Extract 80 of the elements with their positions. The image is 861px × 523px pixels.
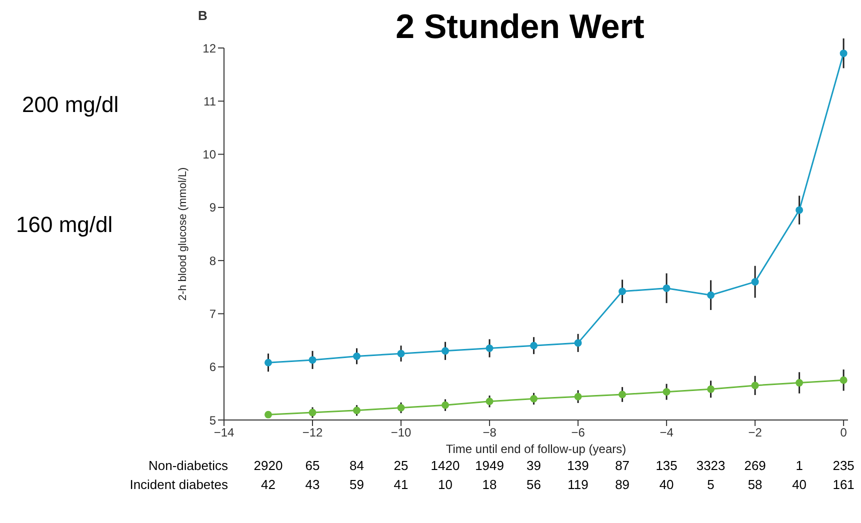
text: 139 bbox=[567, 458, 589, 473]
text: 119 bbox=[568, 477, 588, 492]
text: 40 bbox=[659, 477, 674, 492]
point bbox=[662, 388, 670, 396]
point bbox=[840, 50, 848, 58]
text: 25 bbox=[394, 458, 408, 473]
point bbox=[264, 410, 272, 418]
text: 5 bbox=[707, 477, 714, 492]
point bbox=[796, 379, 804, 387]
text: 41 bbox=[394, 477, 408, 492]
point bbox=[486, 344, 494, 352]
point bbox=[707, 385, 715, 393]
text: 269 bbox=[744, 458, 766, 473]
point bbox=[751, 382, 759, 390]
x-tick-label: −6 bbox=[571, 426, 586, 440]
x-tick-label: −10 bbox=[390, 426, 412, 440]
y-tick-label: 10 bbox=[202, 148, 216, 162]
text: 1 bbox=[796, 458, 803, 473]
point bbox=[308, 408, 316, 416]
text: 40 bbox=[792, 477, 807, 492]
point bbox=[397, 404, 405, 412]
point bbox=[353, 406, 361, 414]
point bbox=[574, 392, 582, 400]
point bbox=[530, 394, 538, 402]
text: 43 bbox=[305, 477, 320, 492]
chart-title: 2 Stunden Wert bbox=[396, 8, 644, 47]
point bbox=[618, 288, 626, 296]
point bbox=[840, 376, 848, 384]
y-tick-label: 12 bbox=[202, 41, 216, 56]
y-tick-label: 8 bbox=[209, 254, 216, 268]
x-tick-label: −2 bbox=[748, 426, 762, 440]
point bbox=[530, 342, 538, 350]
x-axis-title: Time until end of follow-up (years) bbox=[446, 442, 626, 456]
point bbox=[796, 206, 804, 214]
x-tick-label: 0 bbox=[840, 426, 848, 440]
text: 18 bbox=[482, 477, 497, 492]
point bbox=[353, 352, 361, 360]
text: 87 bbox=[615, 458, 630, 473]
x-tick-label: −4 bbox=[660, 426, 674, 440]
x-tick-label: −8 bbox=[482, 426, 497, 440]
text: 135 bbox=[656, 458, 678, 473]
point bbox=[397, 350, 405, 358]
text: 10 bbox=[438, 477, 452, 492]
text: 2920 bbox=[254, 458, 283, 473]
x-tick-label: −12 bbox=[302, 426, 324, 440]
text: 3323 bbox=[696, 458, 726, 473]
text: 89 bbox=[615, 477, 630, 492]
text: Incident diabetes bbox=[130, 477, 228, 492]
y-tick-label: 5 bbox=[209, 413, 216, 428]
x-tick-label: −14 bbox=[214, 426, 234, 440]
y-tick-label: 9 bbox=[209, 200, 216, 215]
point bbox=[751, 278, 759, 286]
point bbox=[574, 339, 582, 347]
text: 200 mg/dl bbox=[22, 92, 119, 118]
text: Non-diabetics bbox=[148, 458, 228, 473]
y-tick-label: 11 bbox=[204, 94, 216, 108]
text: 65 bbox=[305, 458, 320, 473]
point bbox=[707, 291, 715, 299]
text: 1420 bbox=[430, 458, 460, 473]
text: 235 bbox=[832, 458, 854, 473]
point bbox=[662, 284, 670, 292]
point bbox=[308, 356, 316, 364]
text: 1949 bbox=[475, 458, 504, 473]
text: 160 mg/dl bbox=[16, 212, 113, 238]
text: 59 bbox=[350, 477, 364, 492]
point bbox=[618, 390, 626, 398]
text: 58 bbox=[748, 477, 762, 492]
y-tick-label: 7 bbox=[209, 306, 216, 321]
text: B bbox=[198, 8, 208, 23]
point bbox=[264, 358, 272, 366]
text: 39 bbox=[526, 458, 542, 473]
text: 84 bbox=[350, 458, 364, 473]
point bbox=[442, 401, 450, 409]
y-tick-label: 6 bbox=[209, 360, 216, 374]
y-axis-title: 2-h blood glucose (mmol/L) bbox=[176, 167, 189, 301]
text: 161 bbox=[832, 477, 854, 492]
point bbox=[486, 398, 494, 406]
point bbox=[442, 347, 450, 355]
text: 42 bbox=[261, 477, 276, 492]
text: 56 bbox=[526, 477, 542, 492]
